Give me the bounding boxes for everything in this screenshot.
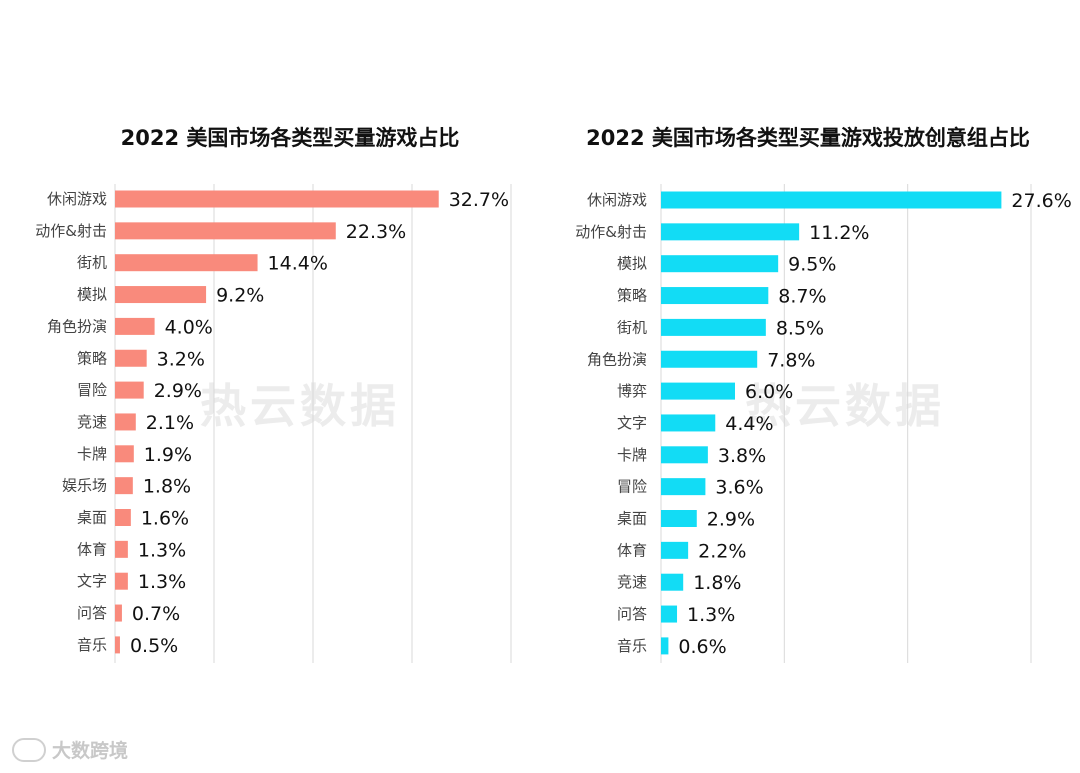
- bar: [115, 222, 336, 240]
- category-label: 音乐: [617, 637, 647, 655]
- brand-icon: [12, 737, 46, 762]
- bar: [115, 604, 122, 622]
- bar: [661, 191, 1002, 209]
- value-label: 32.7%: [449, 189, 509, 211]
- category-label: 娱乐场: [62, 477, 107, 495]
- bar: [115, 254, 258, 272]
- value-label: 3.2%: [157, 348, 205, 370]
- bar: [115, 445, 134, 463]
- bar: [661, 637, 669, 655]
- value-label: 2.9%: [707, 509, 755, 531]
- category-label: 卡牌: [77, 445, 107, 463]
- category-label: 角色扮演: [587, 350, 647, 368]
- value-label: 1.6%: [141, 508, 189, 530]
- bar: [661, 510, 697, 527]
- value-label: 0.6%: [678, 636, 726, 658]
- value-label: 4.4%: [725, 413, 773, 435]
- category-label: 桌面: [617, 510, 647, 528]
- chart-title-right: 2022 美国市场各类型买量游戏投放创意组占比: [586, 126, 1030, 150]
- value-label: 11.2%: [809, 222, 869, 244]
- bar: [115, 413, 136, 431]
- value-label: 22.3%: [346, 221, 406, 243]
- bar: [661, 605, 678, 623]
- value-label: 1.3%: [138, 571, 186, 593]
- brand-name: 大数跨境: [52, 740, 129, 762]
- value-label: 8.5%: [776, 317, 824, 339]
- value-label: 1.3%: [687, 604, 735, 626]
- bar: [115, 572, 128, 590]
- category-label: 文字: [617, 414, 647, 432]
- category-label: 竞速: [617, 573, 647, 591]
- bar: [115, 349, 147, 367]
- category-label: 卡牌: [617, 446, 647, 464]
- bar: [661, 414, 716, 432]
- value-label: 3.8%: [718, 445, 766, 467]
- category-label: 问答: [77, 604, 107, 622]
- bar: [661, 255, 779, 273]
- category-label: 街机: [617, 318, 647, 336]
- category-label: 博弈: [617, 382, 647, 400]
- category-label: 冒险: [617, 478, 647, 496]
- bar: [115, 381, 144, 399]
- bar: [115, 286, 207, 304]
- category-label: 冒险: [77, 381, 107, 399]
- category-label: 文字: [77, 572, 107, 590]
- value-label: 1.8%: [693, 572, 741, 594]
- bar: [115, 509, 131, 526]
- category-label: 竞速: [77, 413, 107, 431]
- bar: [661, 318, 766, 336]
- category-label: 动作&射击: [35, 222, 107, 240]
- category-label: 休闲游戏: [587, 191, 647, 209]
- value-label: 9.2%: [216, 285, 264, 307]
- value-label: 9.5%: [788, 254, 836, 276]
- value-label: 8.7%: [778, 286, 826, 308]
- brand-logo: 大数跨境: [12, 736, 128, 763]
- bar: [661, 382, 735, 400]
- category-label: 街机: [77, 254, 107, 272]
- value-label: 1.3%: [138, 539, 186, 561]
- bar: [661, 541, 689, 559]
- value-label: 1.8%: [143, 476, 191, 498]
- bar: [661, 478, 706, 496]
- bar: [661, 223, 800, 241]
- chart-title-left: 2022 美国市场各类型买量游戏占比: [120, 126, 460, 150]
- value-label: 0.5%: [130, 635, 178, 657]
- value-label: 2.9%: [154, 380, 202, 402]
- value-label: 4.0%: [165, 316, 213, 338]
- value-label: 14.4%: [268, 253, 328, 275]
- bar: [115, 636, 120, 654]
- bar: [661, 350, 758, 368]
- category-label: 体育: [77, 540, 107, 558]
- value-label: 3.6%: [715, 477, 763, 499]
- bar: [661, 287, 769, 305]
- value-label: 27.6%: [1011, 190, 1071, 212]
- bar: [661, 573, 684, 591]
- bar: [115, 317, 155, 335]
- bar: [115, 540, 128, 558]
- category-label: 音乐: [77, 636, 107, 654]
- category-label: 模拟: [77, 286, 107, 304]
- category-label: 体育: [617, 541, 647, 559]
- category-label: 角色扮演: [47, 317, 107, 335]
- watermark-right: 热云数据: [745, 379, 945, 433]
- category-label: 模拟: [617, 255, 647, 273]
- value-label: 7.8%: [767, 349, 815, 371]
- category-label: 桌面: [77, 509, 107, 527]
- value-label: 1.9%: [144, 444, 192, 466]
- category-label: 动作&射击: [575, 223, 647, 241]
- category-label: 问答: [617, 605, 647, 623]
- bar: [115, 190, 439, 208]
- category-label: 休闲游戏: [47, 190, 107, 208]
- value-label: 2.1%: [146, 412, 194, 434]
- value-label: 6.0%: [745, 381, 793, 403]
- watermark-left: 热云数据: [200, 379, 400, 433]
- category-label: 策略: [77, 349, 107, 367]
- value-label: 0.7%: [132, 603, 180, 625]
- bar: [115, 477, 133, 495]
- bar: [661, 446, 708, 464]
- category-label: 策略: [617, 287, 647, 305]
- value-label: 2.2%: [698, 540, 746, 562]
